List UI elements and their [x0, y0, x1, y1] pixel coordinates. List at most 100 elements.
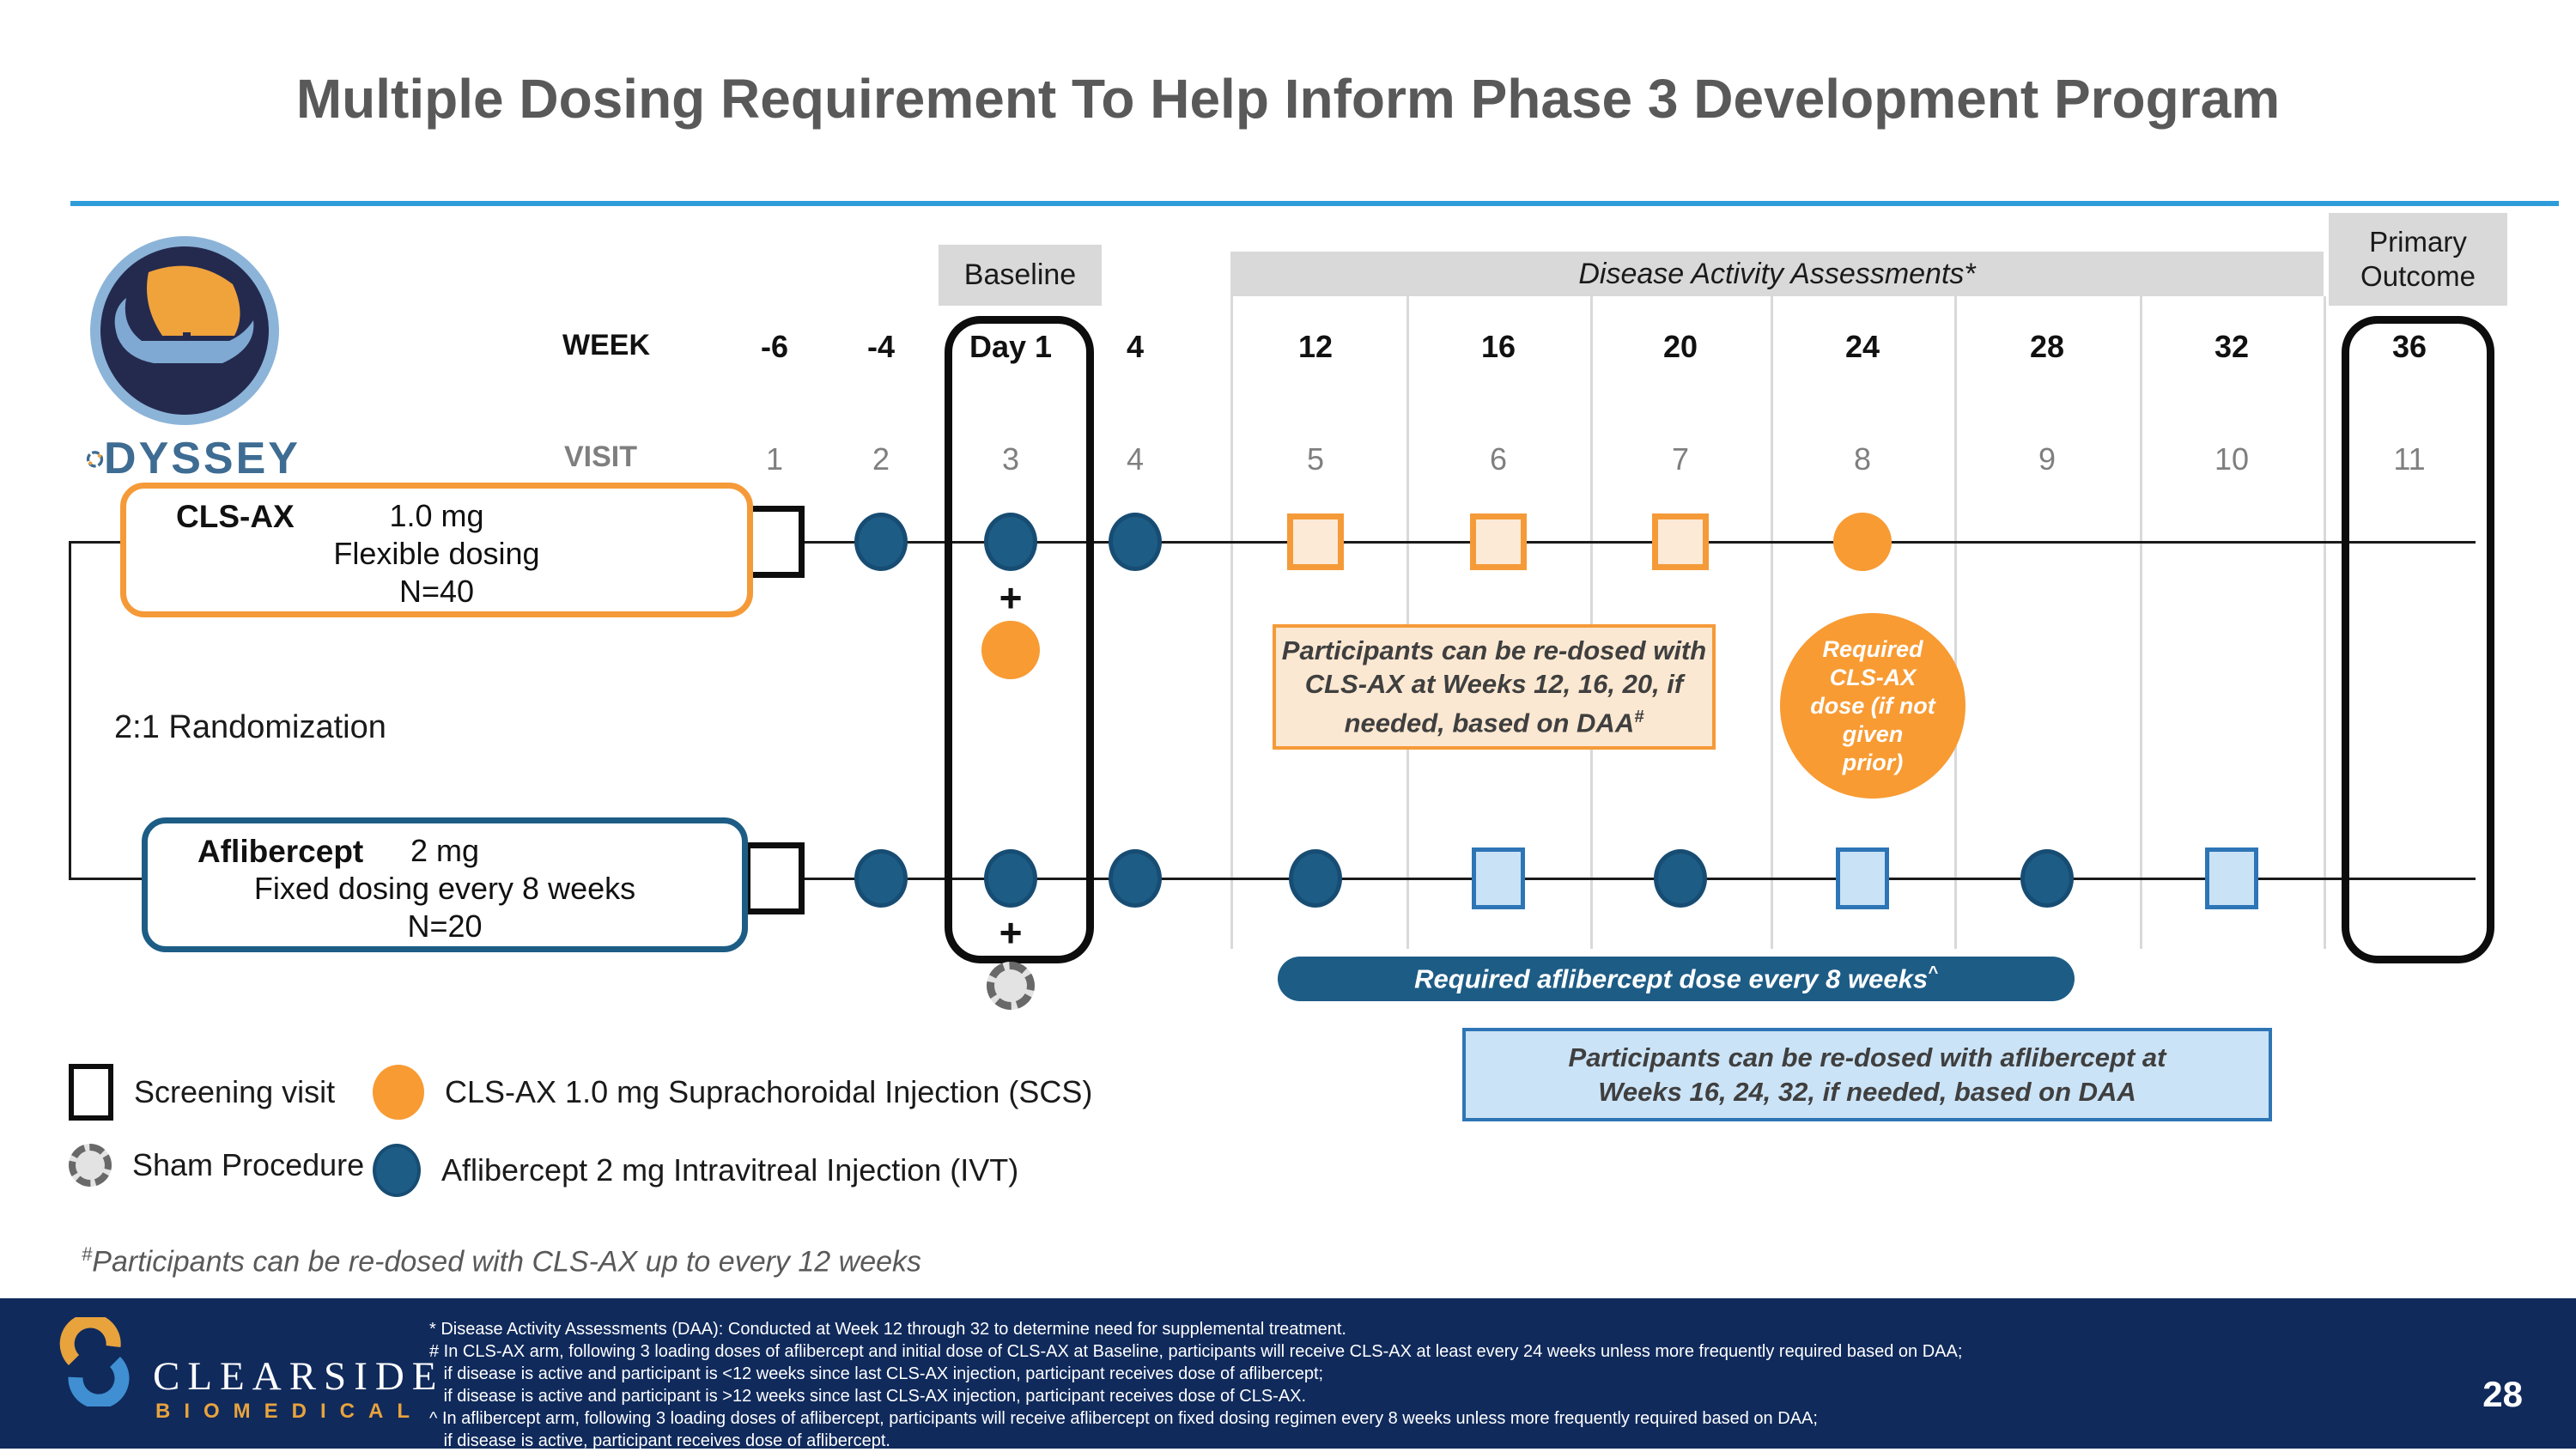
page-title: Multiple Dosing Requirement To Help Info… [295, 68, 2281, 130]
primary-outcome-header: Primary Outcome [2329, 213, 2507, 306]
aflibercept-timeline [69, 878, 2476, 880]
ivt-injection-icon [373, 1144, 421, 1197]
week-label-36: 36 [2391, 329, 2427, 364]
legend-item-screening: Screening visit [69, 1064, 335, 1121]
marker-ivt [1109, 513, 1162, 571]
week-label-20: 20 [1662, 329, 1698, 364]
plus-icon: + [999, 910, 1023, 955]
week36-highlight-rect [2342, 316, 2494, 963]
column-separator [2140, 296, 2142, 949]
marker-ivt [854, 849, 908, 908]
aflibercept-dose: 2 mg [410, 833, 480, 868]
week-row-label: WEEK [562, 329, 650, 361]
visit-label-4: 4 [1126, 441, 1145, 477]
week-label--6: -6 [760, 329, 789, 364]
aflibercept-arm-box: Aflibercept 2 mg Fixed dosing every 8 we… [142, 817, 748, 952]
footer-note-line: if disease is active, participant receiv… [429, 1431, 890, 1450]
aflibercept-dosing-desc: Fixed dosing every 8 weeks [253, 871, 636, 906]
column-separator [1590, 296, 1593, 949]
column-separator [2324, 296, 2326, 949]
required-aflibercept-text: Required aflibercept dose every 8 weeks [1414, 963, 1929, 994]
visit-label-10: 10 [2214, 441, 2250, 477]
required-cls-dose-badge: Required CLS-AX dose (if not given prior… [1780, 613, 1965, 799]
cls-ax-n: N=40 [398, 574, 475, 609]
marker-ivt [1109, 849, 1162, 908]
footer-footnotes: * Disease Activity Assessments (DAA): Co… [429, 1318, 1962, 1452]
aflibercept-arm-name: Aflibercept [197, 834, 364, 869]
marker-ivt-opt [1472, 848, 1525, 909]
marker-screening [744, 506, 805, 578]
page-number: 28 [2482, 1374, 2523, 1414]
footer-note-line: ^ In aflibercept arm, following 3 loadin… [429, 1409, 1818, 1428]
column-separator [1230, 296, 1233, 949]
marker-screening [744, 842, 805, 914]
visit-label-2: 2 [872, 441, 890, 477]
visit-label-5: 5 [1306, 441, 1325, 477]
legend-label: Screening visit [134, 1074, 336, 1109]
marker-scs [1833, 513, 1892, 571]
sham-procedure-icon [987, 962, 1035, 1010]
randomization-label: 2:1 Randomization [114, 709, 386, 745]
footer-note-line: * Disease Activity Assessments (DAA): Co… [429, 1320, 1346, 1339]
marker-ivt-opt [1836, 848, 1889, 909]
footer-note-line: if disease is active and participant is … [429, 1364, 1324, 1383]
visit-label-3: 3 [1001, 441, 1020, 477]
week-label-32: 32 [2214, 329, 2250, 364]
week-label-24: 24 [1844, 329, 1880, 364]
marker-ivt-opt [2205, 848, 2258, 909]
scs-injection-icon [373, 1065, 424, 1120]
week-label-12: 12 [1297, 329, 1334, 364]
week-label--4: -4 [866, 329, 896, 364]
column-separator [1406, 296, 1409, 949]
odyssey-wordmark: DYSSEY [86, 433, 301, 484]
required-cls-dose-text: Required CLS-AX dose (if not given prior… [1810, 635, 1935, 775]
baseline-header: Baseline [939, 245, 1102, 306]
marker-scs-opt [1287, 513, 1344, 570]
aflibercept-arm-details: 2 mg Fixed dosing every 8 weeks N=20 [148, 823, 742, 946]
clearside-company-sub: BIOMEDICAL [155, 1400, 423, 1423]
week-label-Day 1: Day 1 [969, 329, 1053, 364]
cls-redose-note: Participants can be re-dosed with CLS-AX… [1273, 624, 1716, 750]
week-label-16: 16 [1480, 329, 1516, 364]
week-label-4: 4 [1126, 329, 1145, 364]
marker-ivt [854, 513, 908, 571]
aflibercept-redose-text: Participants can be re-dosed with aflibe… [1568, 1042, 2166, 1107]
daa-header: Disease Activity Assessments* [1230, 252, 2324, 296]
footer-note-line: if disease is active and participant is … [429, 1387, 1307, 1406]
screening-square-icon [69, 1064, 113, 1121]
visit-label-11: 11 [2393, 441, 2426, 477]
marker-scs-opt [1470, 513, 1527, 570]
cls-ax-dose: 1.0 mg [389, 498, 484, 533]
legend-label: Aflibercept 2 mg Intravitreal Injection … [441, 1152, 1019, 1188]
marker-ivt [1289, 849, 1342, 908]
visit-row-label: VISIT [564, 440, 638, 473]
marker-scs-opt [1652, 513, 1709, 570]
week-label-28: 28 [2029, 329, 2065, 364]
visit-label-8: 8 [1853, 441, 1872, 477]
aflibercept-redose-note: Participants can be re-dosed with aflibe… [1462, 1028, 2272, 1121]
aflibercept-n: N=20 [407, 908, 483, 944]
odyssey-o-icon [86, 451, 104, 468]
title-divider [70, 201, 2559, 206]
cls-redose-text: Participants can be re-dosed with CLS-AX… [1281, 635, 1707, 738]
marker-ivt [2020, 849, 2074, 908]
visit-label-6: 6 [1489, 441, 1508, 477]
required-aflibercept-sup: ^ [1928, 963, 1938, 982]
legend-item-ivt: Aflibercept 2 mg Intravitreal Injection … [373, 1144, 1018, 1197]
cls-ax-arm-details: 1.0 mg Flexible dosing N=40 [126, 489, 747, 611]
visit-label-9: 9 [2038, 441, 2057, 477]
required-aflibercept-pill: Required aflibercept dose every 8 weeks^ [1278, 957, 2075, 1001]
clearside-logo-icon [53, 1313, 136, 1411]
legend-label: CLS-AX 1.0 mg Suprachoroidal Injection (… [445, 1074, 1093, 1109]
legend-item-sham: Sham Procedure [69, 1144, 364, 1187]
plus-icon: + [999, 575, 1023, 620]
day1-highlight-rect [945, 316, 1094, 963]
footer-note-line: # In CLS-AX arm, following 3 loading dos… [429, 1342, 1963, 1361]
cls-ax-arm-box: CLS-AX 1.0 mg Flexible dosing N=40 [120, 483, 753, 617]
odyssey-ship-icon [88, 234, 282, 428]
legend-label: Sham Procedure [132, 1147, 365, 1182]
marker-scs-day1 [981, 621, 1040, 679]
randomization-bracket [69, 542, 71, 880]
visit-label-7: 7 [1671, 441, 1690, 477]
